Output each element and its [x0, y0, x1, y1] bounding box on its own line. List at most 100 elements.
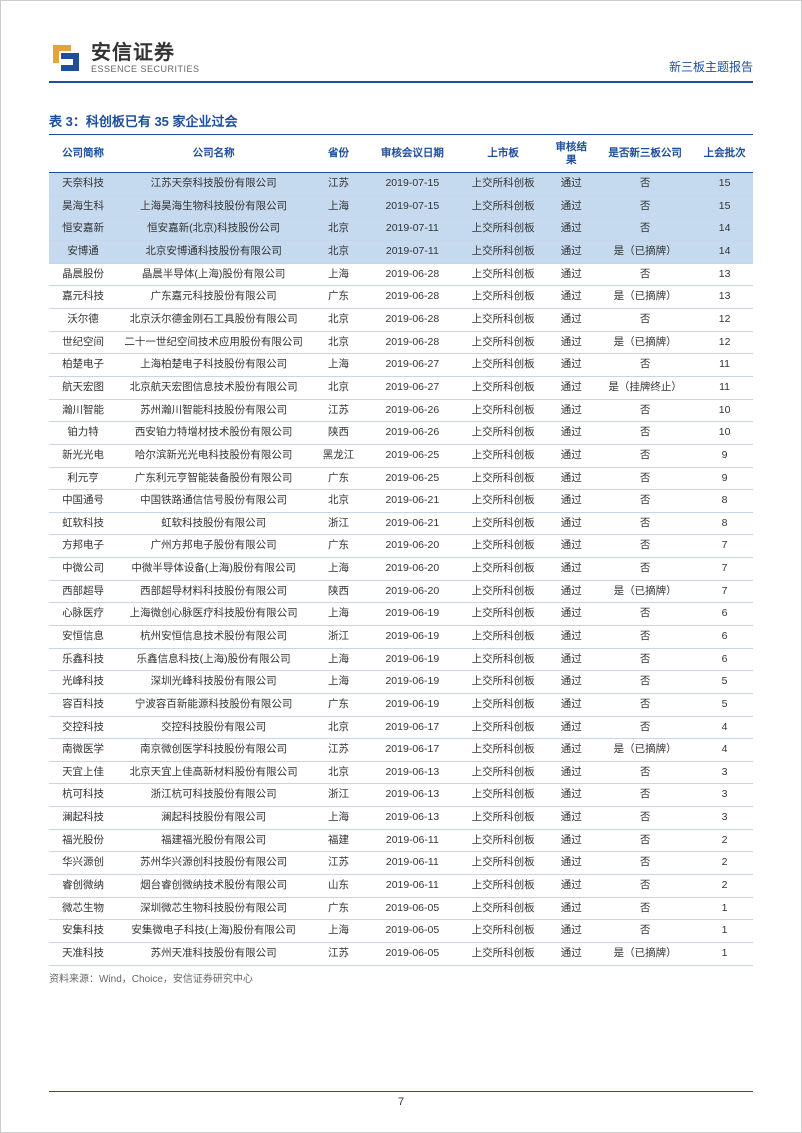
table-cell: 上交所科创板 — [458, 286, 549, 309]
logo-icon — [49, 41, 83, 75]
table-cell: 新光光电 — [49, 444, 117, 467]
table-cell: 通过 — [549, 920, 594, 943]
table-cell: 上海 — [310, 558, 367, 581]
table-cell: 通过 — [549, 173, 594, 196]
table-cell: 江苏 — [310, 173, 367, 196]
table-cell: 上交所科创板 — [458, 354, 549, 377]
table-cell: 上交所科创板 — [458, 309, 549, 332]
table-row: 澜起科技澜起科技股份有限公司上海2019-06-13上交所科创板通过否3 — [49, 807, 753, 830]
table-cell: 8 — [696, 490, 753, 513]
table-header-cell: 是否新三板公司 — [594, 135, 696, 173]
table-cell: 否 — [594, 195, 696, 218]
table-cell: 13 — [696, 263, 753, 286]
table-cell: 通过 — [549, 218, 594, 241]
table-cell: 上交所科创板 — [458, 512, 549, 535]
table-cell: 北京 — [310, 716, 367, 739]
table-cell: 北京航天宏图信息技术股份有限公司 — [117, 376, 310, 399]
table-cell: 天准科技 — [49, 942, 117, 965]
table-row: 中国通号中国铁路通信信号股份有限公司北京2019-06-21上交所科创板通过否8 — [49, 490, 753, 513]
table-cell: 广东 — [310, 286, 367, 309]
table-cell: 否 — [594, 399, 696, 422]
table-cell: 广东 — [310, 897, 367, 920]
table-cell: 上交所科创板 — [458, 807, 549, 830]
table-cell: 2019-06-25 — [367, 467, 458, 490]
table-cell: 江苏 — [310, 942, 367, 965]
table-cell: 上交所科创板 — [458, 558, 549, 581]
table-cell: 上海 — [310, 603, 367, 626]
table-cell: 浙江 — [310, 626, 367, 649]
table-cell: 2019-06-19 — [367, 693, 458, 716]
table-cell: 安恒信息 — [49, 626, 117, 649]
table-row: 睿创微纳烟台睿创微纳技术股份有限公司山东2019-06-11上交所科创板通过否2 — [49, 875, 753, 898]
table-cell: 上海昊海生物科技股份有限公司 — [117, 195, 310, 218]
table-cell: 2019-06-05 — [367, 920, 458, 943]
table-cell: 通过 — [549, 693, 594, 716]
table-cell: 北京安博通科技股份有限公司 — [117, 241, 310, 264]
table-cell: 7 — [696, 580, 753, 603]
table-cell: 否 — [594, 512, 696, 535]
table-row: 瀚川智能苏州瀚川智能科技股份有限公司江苏2019-06-26上交所科创板通过否1… — [49, 399, 753, 422]
table-cell: 4 — [696, 716, 753, 739]
table-cell: 14 — [696, 241, 753, 264]
table-cell: 否 — [594, 444, 696, 467]
table-row: 中微公司中微半导体设备(上海)股份有限公司上海2019-06-20上交所科创板通… — [49, 558, 753, 581]
table-cell: 通过 — [549, 263, 594, 286]
table-row: 华兴源创苏州华兴源创科技股份有限公司江苏2019-06-11上交所科创板通过否2 — [49, 852, 753, 875]
table-cell: 广东 — [310, 535, 367, 558]
table-cell: 上交所科创板 — [458, 241, 549, 264]
brand-name-cn: 安信证券 — [91, 43, 200, 63]
table-cell: 上交所科创板 — [458, 195, 549, 218]
table-cell: 深圳光峰科技股份有限公司 — [117, 671, 310, 694]
table-row: 昊海生科上海昊海生物科技股份有限公司上海2019-07-15上交所科创板通过否1… — [49, 195, 753, 218]
table-cell: 上交所科创板 — [458, 173, 549, 196]
table-cell: 9 — [696, 444, 753, 467]
table-cell: 昊海生科 — [49, 195, 117, 218]
table-cell: 中微半导体设备(上海)股份有限公司 — [117, 558, 310, 581]
table-cell: 北京天宜上佳高新材料股份有限公司 — [117, 761, 310, 784]
table-cell: 宁波容百新能源科技股份有限公司 — [117, 693, 310, 716]
table-cell: 通过 — [549, 422, 594, 445]
table-cell: 天宜上佳 — [49, 761, 117, 784]
table-cell: 上海微创心脉医疗科技股份有限公司 — [117, 603, 310, 626]
table-row: 天准科技苏州天准科技股份有限公司江苏2019-06-05上交所科创板通过是（已摘… — [49, 942, 753, 965]
table-row: 柏楚电子上海柏楚电子科技股份有限公司上海2019-06-27上交所科创板通过否1… — [49, 354, 753, 377]
table-row: 沃尔德北京沃尔德金刚石工具股份有限公司北京2019-06-28上交所科创板通过否… — [49, 309, 753, 332]
table-cell: 苏州瀚川智能科技股份有限公司 — [117, 399, 310, 422]
table-header-cell: 审核结果 — [549, 135, 594, 173]
table-cell: 2 — [696, 875, 753, 898]
table-cell: 澜起科技 — [49, 807, 117, 830]
table-cell: 否 — [594, 467, 696, 490]
table-row: 乐鑫科技乐鑫信息科技(上海)股份有限公司上海2019-06-19上交所科创板通过… — [49, 648, 753, 671]
table-cell: 6 — [696, 626, 753, 649]
table-cell: 2019-06-13 — [367, 784, 458, 807]
table-cell: 西部超导材料科技股份有限公司 — [117, 580, 310, 603]
table-cell: 虹软科技 — [49, 512, 117, 535]
table-cell: 柏楚电子 — [49, 354, 117, 377]
table-cell: 上海 — [310, 671, 367, 694]
table-cell: 上海柏楚电子科技股份有限公司 — [117, 354, 310, 377]
table-cell: 南京微创医学科技股份有限公司 — [117, 739, 310, 762]
table-cell: 否 — [594, 263, 696, 286]
table-cell: 北京 — [310, 309, 367, 332]
table-cell: 3 — [696, 807, 753, 830]
table-header-row: 公司简称公司名称省份审核会议日期上市板审核结果是否新三板公司上会批次 — [49, 135, 753, 173]
table-row: 交控科技交控科技股份有限公司北京2019-06-17上交所科创板通过否4 — [49, 716, 753, 739]
table-cell: 否 — [594, 422, 696, 445]
table-cell: 深圳微芯生物科技股份有限公司 — [117, 897, 310, 920]
table-cell: 通过 — [549, 331, 594, 354]
table-cell: 否 — [594, 218, 696, 241]
table-cell: 2 — [696, 829, 753, 852]
page-header: 安信证券 ESSENCE SECURITIES 新三板主题报告 — [49, 41, 753, 83]
table-cell: 嘉元科技 — [49, 286, 117, 309]
table-cell: 上交所科创板 — [458, 942, 549, 965]
table-cell: 2019-06-19 — [367, 671, 458, 694]
table-cell: 2019-06-19 — [367, 648, 458, 671]
table-cell: 恒安嘉新 — [49, 218, 117, 241]
table-row: 天宜上佳北京天宜上佳高新材料股份有限公司北京2019-06-13上交所科创板通过… — [49, 761, 753, 784]
table-header-cell: 公司名称 — [117, 135, 310, 173]
table-cell: 2019-06-26 — [367, 422, 458, 445]
table-cell: 二十一世纪空间技术应用股份有限公司 — [117, 331, 310, 354]
table-cell: 6 — [696, 603, 753, 626]
table-cell: 陕西 — [310, 422, 367, 445]
table-cell: 浙江杭可科技股份有限公司 — [117, 784, 310, 807]
